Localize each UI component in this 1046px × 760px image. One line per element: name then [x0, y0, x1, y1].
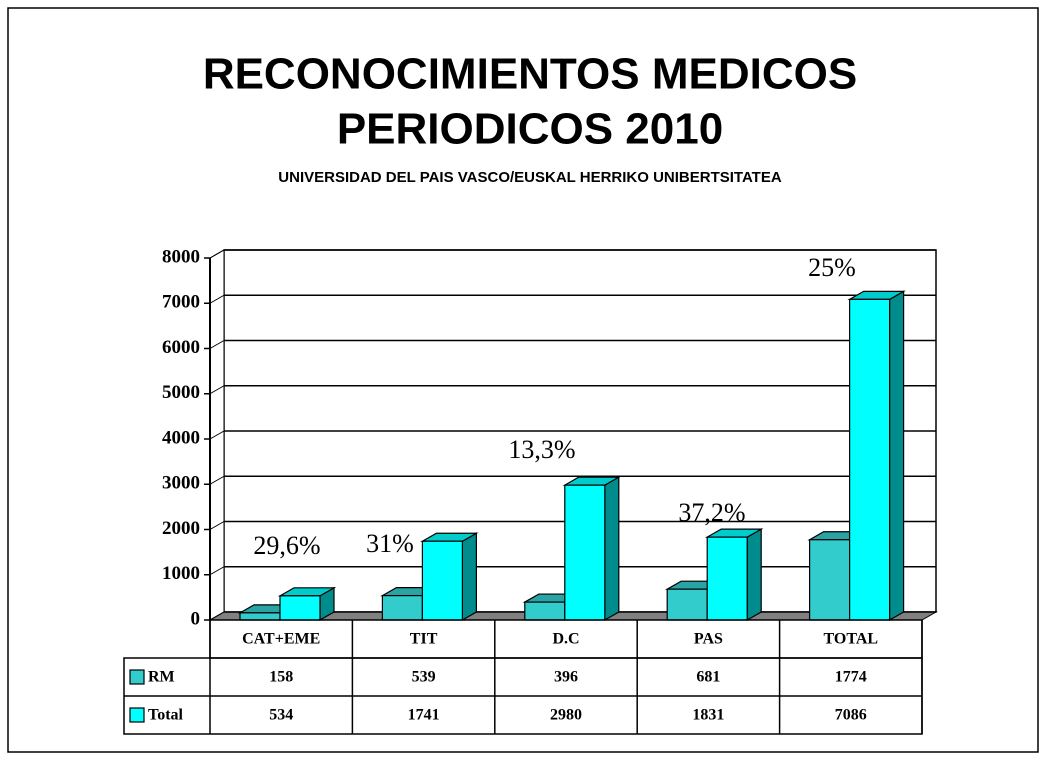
grid-line [209, 385, 225, 395]
annotation: 31% [366, 529, 414, 558]
grid-line [209, 340, 225, 349]
y-tick-label: 0 [191, 608, 201, 629]
bar [562, 476, 622, 622]
bar-front [666, 588, 708, 621]
bar-front [706, 536, 748, 621]
grid-line [209, 294, 225, 304]
bar [704, 528, 764, 622]
table-value: 7086 [835, 707, 867, 724]
bar-front [421, 540, 463, 621]
table-value: 681 [696, 669, 720, 686]
y-tick-label: 5000 [162, 382, 200, 403]
grid-line [209, 566, 225, 576]
bar [420, 532, 479, 622]
y-tick-label: 6000 [162, 337, 200, 358]
grid-line [209, 611, 225, 621]
x-tick-label: D.C [552, 631, 579, 648]
bar-side [746, 528, 762, 622]
bar-front [808, 539, 851, 621]
chart-title: PERIODICOS 2010 [337, 105, 723, 154]
y-tick-label: 3000 [162, 473, 200, 494]
table-value: 158 [269, 669, 293, 686]
table-value: 1774 [835, 669, 867, 686]
table-value: 534 [269, 707, 293, 724]
bar [277, 586, 337, 622]
legend-label: Total [148, 707, 184, 724]
y-tick-label: 4000 [162, 427, 200, 448]
bar-front [279, 595, 321, 621]
table-value: 1741 [408, 707, 440, 724]
grid-line [209, 249, 225, 259]
y-tick-label: 2000 [162, 518, 200, 539]
grid-line [209, 475, 225, 485]
bar [847, 290, 906, 622]
bar-front [564, 484, 606, 621]
bar-side [461, 532, 477, 622]
bar-front [848, 298, 891, 621]
bar-front [524, 601, 566, 621]
y-tick-label: 1000 [162, 563, 200, 584]
annotation: 37,2% [678, 498, 745, 527]
annotation: 29,6% [253, 531, 320, 560]
bar-side [888, 290, 905, 622]
y-tick-label: 8000 [162, 246, 200, 267]
table-value: 1831 [692, 707, 724, 724]
table-value: 539 [412, 669, 436, 686]
annotation: 25% [808, 253, 856, 282]
legend-swatch [129, 669, 145, 685]
grid-line [209, 430, 225, 440]
table-value: 396 [554, 669, 578, 686]
grid-line [209, 521, 225, 530]
chart-title: RECONOCIMIENTOS MEDICOS [203, 50, 857, 99]
legend-swatch [129, 707, 145, 723]
y-tick-label: 7000 [162, 292, 200, 313]
chart-subtitle: UNIVERSIDAD DEL PAIS VASCO/EUSKAL HERRIK… [278, 169, 782, 186]
bar-front [239, 612, 281, 621]
x-tick-label: TIT [410, 631, 438, 648]
bar-front [381, 595, 423, 621]
x-tick-label: PAS [694, 631, 723, 648]
x-tick-label: CAT+EME [242, 631, 320, 648]
legend-label: RM [148, 669, 175, 686]
x-tick-label: TOTAL [824, 631, 879, 648]
bar-side [604, 476, 620, 622]
table-value: 2980 [550, 707, 582, 724]
annotation: 13,3% [508, 435, 575, 464]
